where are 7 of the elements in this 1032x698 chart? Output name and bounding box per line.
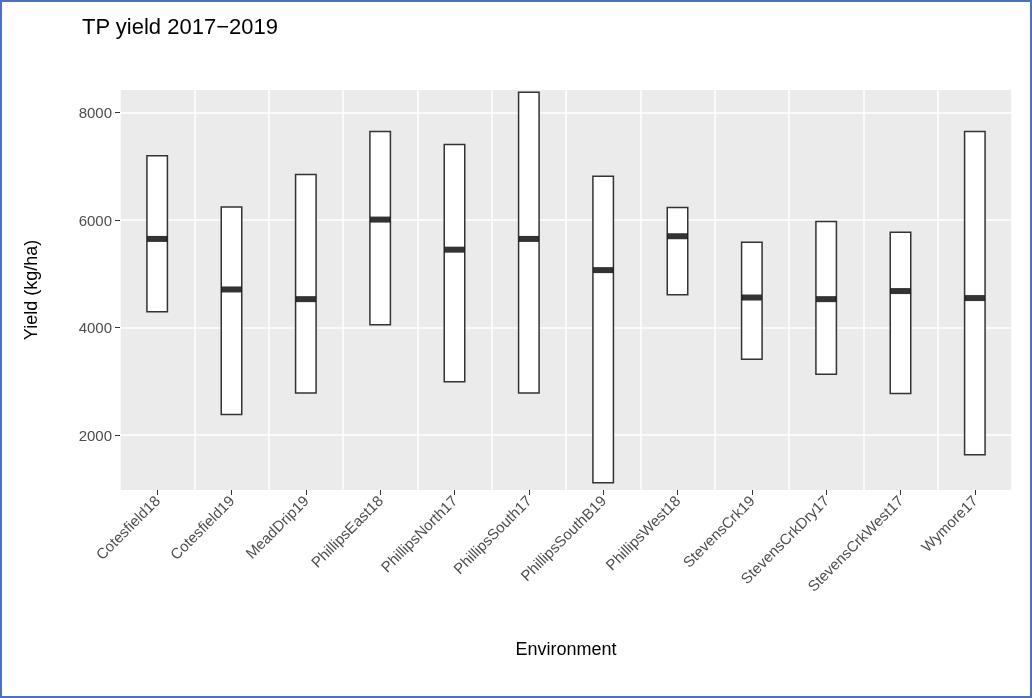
y-tick-label: 6000 [78,211,112,229]
x-axis-title: Environment [515,639,617,659]
y-tick-label: 8000 [78,104,112,122]
y-axis-title: Yield (kg/ha) [21,239,41,341]
y-tick-label: 2000 [78,426,112,444]
chart-title: TP yield 2017−2019 [82,13,278,39]
y-tick-label: 4000 [78,319,112,337]
